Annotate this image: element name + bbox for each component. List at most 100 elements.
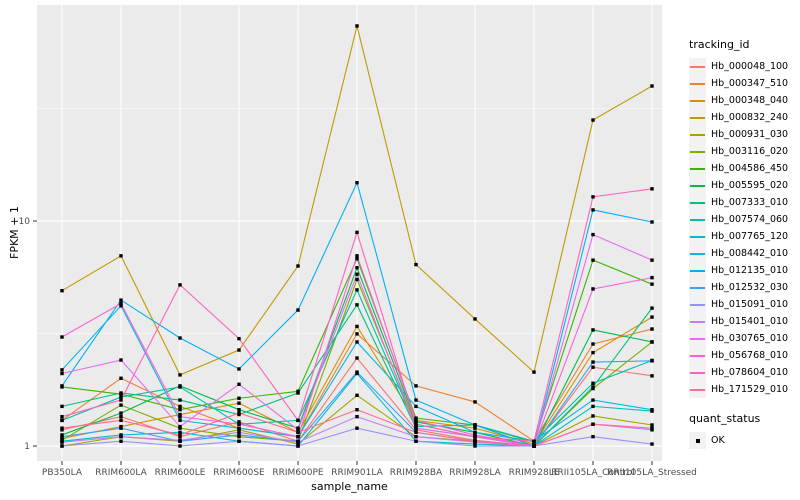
data-point [178,438,182,443]
data-point [650,407,654,412]
data-point [473,444,477,448]
data-point [591,385,595,389]
legend-key-swatch [689,296,706,313]
x-tick-label: RRII105LA_Control [551,468,634,478]
data-point [355,288,359,292]
data-point [355,414,359,419]
data-point [60,335,64,339]
data-point [650,327,654,331]
data-point [60,436,64,441]
data-point [473,434,477,439]
x-tick-label: RRIM928BA [390,468,443,478]
data-point [414,262,418,267]
data-point [119,391,123,395]
legend-entry-label: Hb_015091_010 [711,299,789,310]
data-point [414,418,418,423]
data-point [591,328,595,332]
data-point [60,384,64,388]
legend-key-line-icon [690,65,705,68]
data-point [296,264,300,268]
legend-entry-label: Hb_000348_040 [711,95,789,106]
x-tick-label: RRIM600SE [213,468,265,478]
legend-title-quant-status: quant_status [689,412,761,425]
data-point [296,430,300,435]
legend-key-line-icon [690,286,705,289]
data-point [473,433,477,437]
data-point [60,440,64,444]
data-point [237,422,241,426]
data-point [119,254,123,258]
data-point [60,368,64,372]
legend-key-swatch [689,347,706,364]
legend-entry-label: OK [711,435,725,446]
data-point [591,287,595,291]
data-point [355,332,359,336]
legend-key-line-icon [690,388,705,391]
data-point [119,403,123,407]
legend-entry: Hb_015401_010 [689,313,799,330]
legend-entry: Hb_000347_510 [689,75,799,92]
legend-key-swatch [689,92,706,109]
legend-key-line-icon [690,320,705,323]
x-tick-label: RRII105LA_Stressed [607,468,697,478]
data-point [296,434,300,439]
data-point [650,315,654,319]
data-point [119,439,123,443]
data-point [591,350,595,355]
data-point [296,391,300,395]
legend-entry-label: Hb_007765_120 [711,231,789,242]
data-point [591,118,595,122]
legend-key-line-icon [690,218,705,221]
data-point [473,430,477,435]
legend-key-swatch [689,313,706,330]
data-point [178,404,182,409]
x-tick-label: RRIM600LA [95,468,147,478]
data-point [296,418,300,423]
data-point [591,365,595,369]
data-point [650,374,654,378]
data-point [237,396,241,400]
legend-title-tracking-id: tracking_id [689,38,750,51]
data-point [650,275,654,280]
legend-entry-label: Hb_015401_010 [711,316,789,327]
data-point [296,442,300,446]
data-point [355,272,359,276]
data-point [532,370,536,374]
legend-entry-label: Hb_012135_010 [711,265,789,276]
legend-entry: Hb_000931_030 [689,126,799,143]
data-point [60,418,64,423]
data-point [119,304,123,308]
y-axis-title: FPKM + 1 [8,206,21,260]
data-point [355,393,359,398]
legend-entry-label: Hb_000832_240 [711,112,789,123]
data-point [650,442,654,446]
data-point [119,418,123,423]
legend-entry-label: Hb_003116_020 [711,146,789,157]
data-point [178,336,182,340]
legend-key-line-icon [690,235,705,238]
data-point [650,426,654,430]
data-point [237,433,241,437]
legend-key-line-icon [690,337,705,340]
x-tick-label: RRIM600PE [272,468,324,478]
y-tick-label: 1 [24,442,30,452]
data-point [591,342,595,346]
data-point [355,340,359,344]
y-tick-label: 10 [19,217,31,227]
data-point [237,348,241,352]
data-point [237,336,241,341]
data-point [414,439,418,443]
legend-key-swatch [689,262,706,279]
data-point [355,266,359,270]
data-point [650,423,654,427]
legend-key-swatch [689,245,706,262]
legend-entry-label: Hb_171529_010 [711,384,789,395]
data-point [237,407,241,412]
legend-key-swatch [689,58,706,75]
legend-entry: Hb_012532_030 [689,279,799,296]
data-point [355,324,359,329]
data-point [237,426,241,430]
data-point [237,439,241,443]
data-point [355,370,359,374]
data-point [473,423,477,427]
